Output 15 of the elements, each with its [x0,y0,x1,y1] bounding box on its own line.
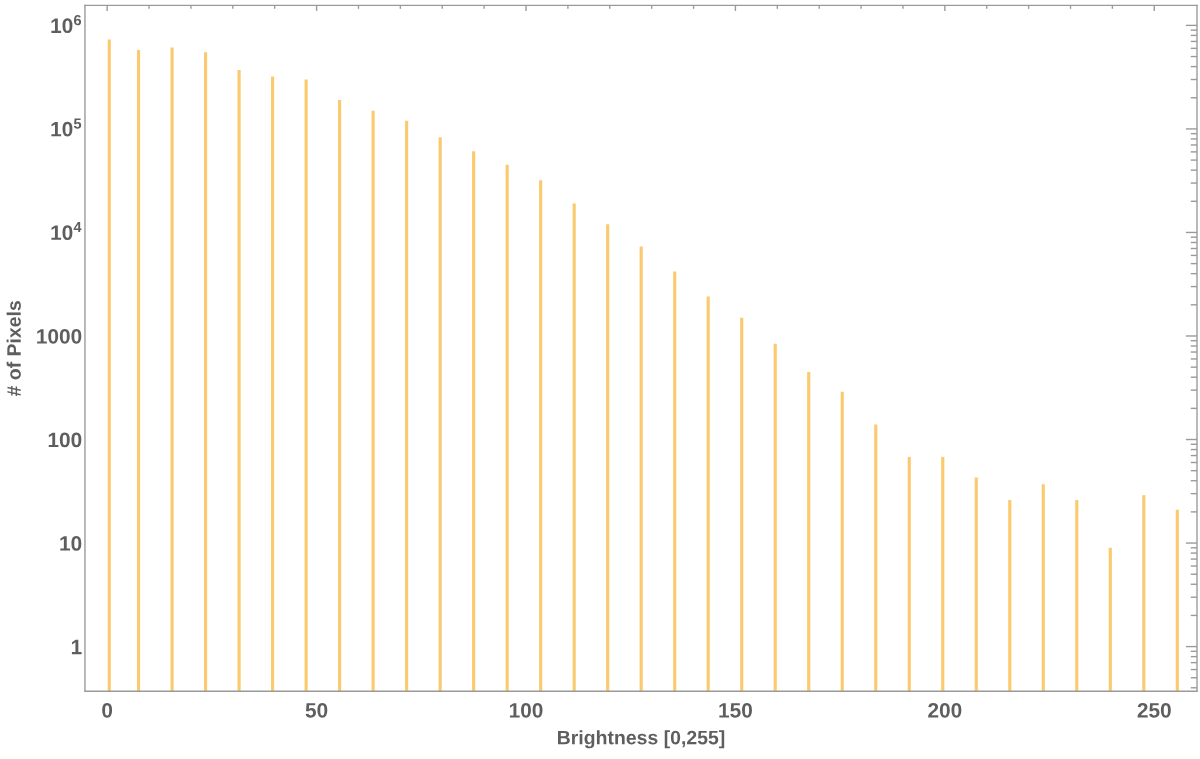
x-tick-label: 200 [928,702,962,718]
y-tick-label: 10$^{6}$ [51,15,82,34]
y-tick-label: 10$^{4}$ [51,222,82,241]
x-axis-title: Brightness [0,255] [558,730,725,749]
y-tick-label: 1000 [37,328,82,344]
y-tick-label: 10 [60,536,82,551]
x-tick-label: 250 [1137,702,1171,718]
y-tick-label: 1 [71,639,82,655]
x-tick-label: 100 [509,702,543,718]
x-tick-label: 150 [719,702,752,718]
x-tick-label: 0 [102,702,113,718]
y-tick-label: 100 [48,432,82,448]
y-axis-title: # of Pixels [6,301,21,397]
x-tick-label: 50 [305,702,328,718]
y-tick-label: 10$^{5}$ [51,118,82,137]
